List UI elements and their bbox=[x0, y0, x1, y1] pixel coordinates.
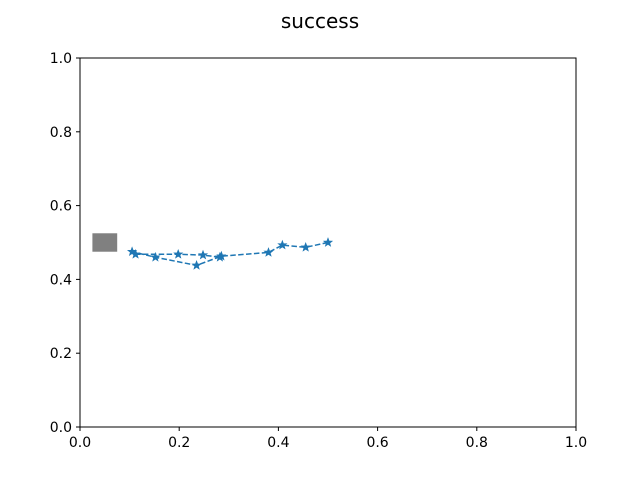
data-point-star bbox=[300, 241, 311, 252]
y-tick-label: 0.4 bbox=[50, 272, 72, 288]
data-point-star bbox=[214, 251, 225, 262]
x-tick-label: 0.8 bbox=[466, 435, 488, 451]
data-point-star bbox=[130, 248, 141, 259]
y-tick-label: 0.6 bbox=[50, 199, 72, 215]
data-point-star bbox=[173, 248, 184, 259]
x-tick-label: 0.2 bbox=[168, 435, 190, 451]
data-point-star bbox=[191, 260, 202, 270]
data-point-star bbox=[197, 249, 209, 260]
x-tick-label: 0.0 bbox=[69, 435, 91, 451]
axes-frame bbox=[79, 57, 577, 428]
y-tick-label: 0.0 bbox=[50, 420, 72, 436]
plot-area bbox=[92, 233, 334, 270]
data-point-star bbox=[263, 247, 274, 257]
y-tick-label: 0.8 bbox=[50, 125, 72, 141]
y-tick-label: 0.2 bbox=[50, 346, 72, 362]
data-point-star bbox=[322, 237, 334, 247]
series-line bbox=[131, 241, 329, 267]
chart-title: success bbox=[281, 9, 359, 33]
x-axis: 0.0 0.2 0.4 0.6 0.8 1.0 bbox=[69, 427, 587, 451]
data-point-star bbox=[150, 251, 161, 262]
x-tick-label: 0.6 bbox=[366, 435, 388, 451]
x-tick-label: 0.4 bbox=[267, 435, 289, 451]
data-point-star bbox=[277, 239, 288, 250]
x-tick-label: 1.0 bbox=[565, 435, 587, 451]
y-axis: 0.0 0.2 0.4 0.6 0.8 1.0 bbox=[50, 51, 80, 436]
y-tick-label: 1.0 bbox=[50, 51, 72, 67]
gray-box-marker bbox=[92, 233, 118, 252]
